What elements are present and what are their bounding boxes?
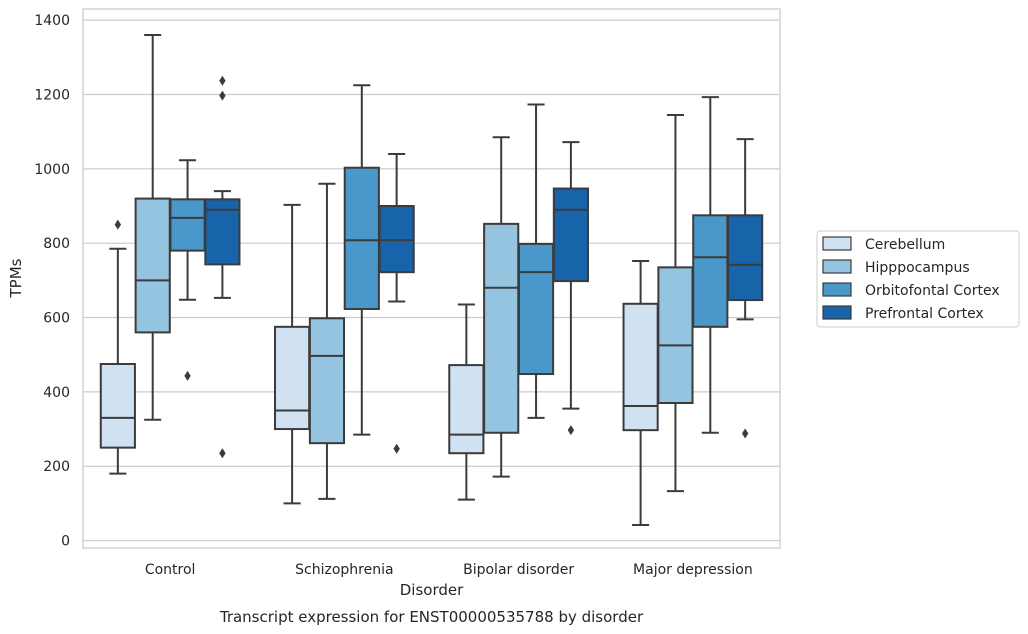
y-tick-label: 1000 (34, 162, 70, 178)
box-0-3 (622, 260, 659, 526)
box-0-1 (274, 203, 311, 505)
box-iqr (727, 214, 764, 302)
x-tick-label: Schizophrenia (295, 562, 393, 578)
legend-label: Cerebellum (865, 237, 945, 253)
box-iqr (657, 266, 694, 405)
box-iqr (517, 242, 555, 376)
outlier-point (741, 428, 749, 439)
x-tick-label: Major depression (633, 562, 753, 578)
box-1-1 (308, 182, 346, 500)
box-1-0 (134, 34, 171, 421)
legend-swatch (822, 236, 852, 251)
outlier-point (114, 219, 122, 230)
box-1-2 (483, 136, 520, 478)
legend-frame (816, 230, 1020, 328)
outlier-point (567, 425, 575, 436)
y-axis-label: TPMs (7, 258, 25, 298)
box-2-2 (517, 103, 555, 419)
y-tick-label: 600 (43, 311, 70, 327)
box-series (99, 34, 764, 526)
box-iqr (692, 214, 729, 328)
plot-frame (82, 8, 781, 549)
box-0-0 (99, 219, 136, 475)
box-2-0 (169, 159, 206, 381)
outlier-point (219, 90, 226, 101)
box-iqr (622, 302, 659, 432)
chart-caption: Transcript expression for ENST0000053578… (219, 608, 644, 626)
y-tick-labels: 0 200 400 600 800 1000 1200 1400 (34, 13, 70, 549)
box-iqr (343, 166, 380, 310)
x-axis-label: Disorder (400, 581, 464, 599)
outlier-point (219, 75, 226, 86)
box-3-2 (552, 141, 589, 436)
legend-label: Hipppocampus (865, 260, 970, 276)
x-tick-label: Bipolar disorder (463, 562, 574, 578)
legend-swatch (822, 259, 852, 274)
legend-swatch (822, 305, 852, 320)
legend: Cerebellum Hipppocampus Orbitofontal Corte… (816, 230, 1020, 328)
x-tick-label: Control (145, 562, 196, 578)
y-tick-label: 1200 (34, 87, 70, 103)
box-3-3 (727, 138, 764, 439)
box-iqr (99, 362, 136, 449)
legend-swatch (822, 282, 852, 297)
box-0-2 (448, 303, 485, 501)
box-2-3 (692, 96, 729, 434)
outlier-point (393, 443, 400, 454)
y-tick-label: 1400 (34, 13, 70, 29)
legend-label: Prefrontal Cortex (865, 306, 984, 322)
y-tick-label: 200 (43, 459, 70, 475)
box-2-1 (343, 84, 380, 436)
y-tick-label: 400 (43, 385, 70, 401)
box-3-0 (204, 75, 241, 459)
box-3-1 (378, 152, 415, 454)
box-iqr (448, 364, 485, 455)
box-iqr (308, 317, 346, 445)
box-iqr (378, 205, 415, 274)
outlier-point (219, 448, 226, 459)
x-tick-labels: Control Schizophrenia Bipolar disorder Majo… (145, 562, 753, 578)
box-iqr (169, 198, 206, 252)
legend-label: Orbitofontal Cortex (865, 283, 1000, 299)
box-iqr (274, 325, 311, 431)
y-tick-label: 800 (43, 236, 70, 252)
box-iqr (483, 222, 520, 434)
y-tick-label: 0 (61, 534, 70, 550)
outlier-point (184, 370, 191, 381)
box-iqr (134, 197, 171, 334)
box-1-3 (657, 113, 694, 493)
box-iqr (552, 187, 589, 283)
